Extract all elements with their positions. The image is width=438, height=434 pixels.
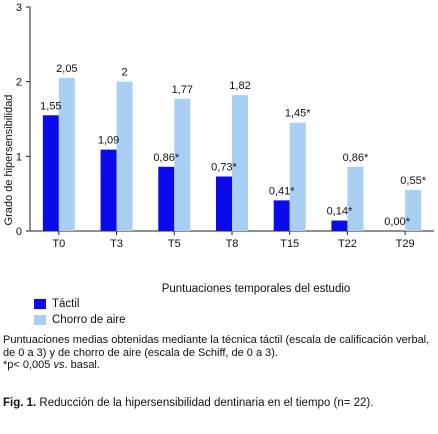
data-label: 2,05: [56, 63, 77, 75]
bar-chorro: [116, 81, 133, 232]
data-label: 1,45*: [285, 108, 311, 120]
data-label: 2: [122, 67, 128, 79]
bar-tactil: [331, 220, 348, 231]
note-significance: *p< 0,005: [3, 359, 54, 371]
figure-caption: Fig. 1. Reducción de la hipersensibilida…: [3, 397, 435, 410]
bar-chorro: [289, 122, 306, 231]
bar-tactil: [100, 149, 117, 231]
bar-tactil: [216, 176, 232, 231]
note-vs: vs: [53, 359, 65, 371]
x-tick-label: T8: [226, 238, 239, 250]
note-basal: . basal.: [64, 359, 100, 371]
data-label: 1,09: [98, 135, 119, 147]
x-tick-label: T22: [338, 238, 357, 250]
legend-item-tactil: Táctil: [34, 296, 126, 312]
data-label: 1,82: [229, 80, 250, 92]
legend-swatch-chorro: [34, 315, 46, 325]
bar-chorro: [174, 98, 191, 231]
data-label: 0,41*: [269, 185, 295, 197]
y-tick-label: 2: [16, 77, 22, 89]
x-tick-label: T0: [52, 238, 65, 250]
data-label: 0,73*: [211, 161, 237, 173]
note-line-1: Puntuaciones medias obtenidas mediante l…: [3, 334, 430, 359]
data-label: 1,77: [172, 84, 193, 96]
x-tick-label: T15: [280, 238, 299, 250]
x-tick-label: T29: [396, 238, 415, 250]
chart-bars: [42, 77, 422, 232]
x-tick-label: T5: [168, 238, 181, 250]
y-tick-label: 0: [16, 226, 22, 238]
x-axis-label: Puntuaciones temporales del estudio: [162, 283, 351, 295]
data-label: 0,55*: [400, 175, 426, 187]
chart-axes: 0 1 2 3 T0 T3 T5 T8 T15 T22 T29: [16, 2, 434, 250]
data-label: 0,86*: [343, 152, 369, 164]
legend-swatch-tactil: [34, 299, 46, 309]
y-axis-label: Grado de hipersensibilidad: [3, 95, 15, 226]
bar-chorro: [58, 77, 75, 231]
bar-chorro: [347, 166, 364, 231]
bar-tactil: [273, 200, 290, 231]
x-tick-label: T3: [110, 238, 123, 250]
bar-chart: 0 1 2 3 T0 T3 T5 T8 T15 T22 T29 1,55 1,09 0,86* 0,73*…: [3, 2, 434, 295]
figure-note: Puntuaciones medias obtenidas mediante l…: [3, 334, 435, 372]
bar-tactil: [158, 166, 175, 231]
bar-chorro: [232, 95, 248, 232]
chart-legend: Táctil Chorro de aire: [34, 296, 126, 328]
note-line-2: *p< 0,005 vs. basal.: [3, 359, 435, 372]
bar-chorro: [405, 189, 422, 231]
data-label: 1,55: [40, 100, 61, 112]
y-tick-label: 1: [16, 151, 22, 163]
legend-label-chorro: Chorro de aire: [52, 314, 126, 326]
data-label: 0,00*: [384, 216, 410, 228]
bar-tactil: [42, 115, 59, 231]
chart-data-labels: 1,55 1,09 0,86* 0,73* 0,41* 0,14* 0,00* 2,05 2 1,…: [40, 63, 427, 228]
caption-text: Reducción de la hipersensibilidad dentin…: [36, 397, 374, 409]
legend-item-chorro: Chorro de aire: [34, 312, 126, 328]
caption-label: Fig. 1.: [3, 397, 37, 409]
data-label: 0,86*: [153, 152, 179, 164]
legend-label-tactil: Táctil: [52, 298, 80, 310]
y-tick-label: 3: [16, 2, 22, 14]
data-label: 0,14*: [327, 206, 353, 218]
